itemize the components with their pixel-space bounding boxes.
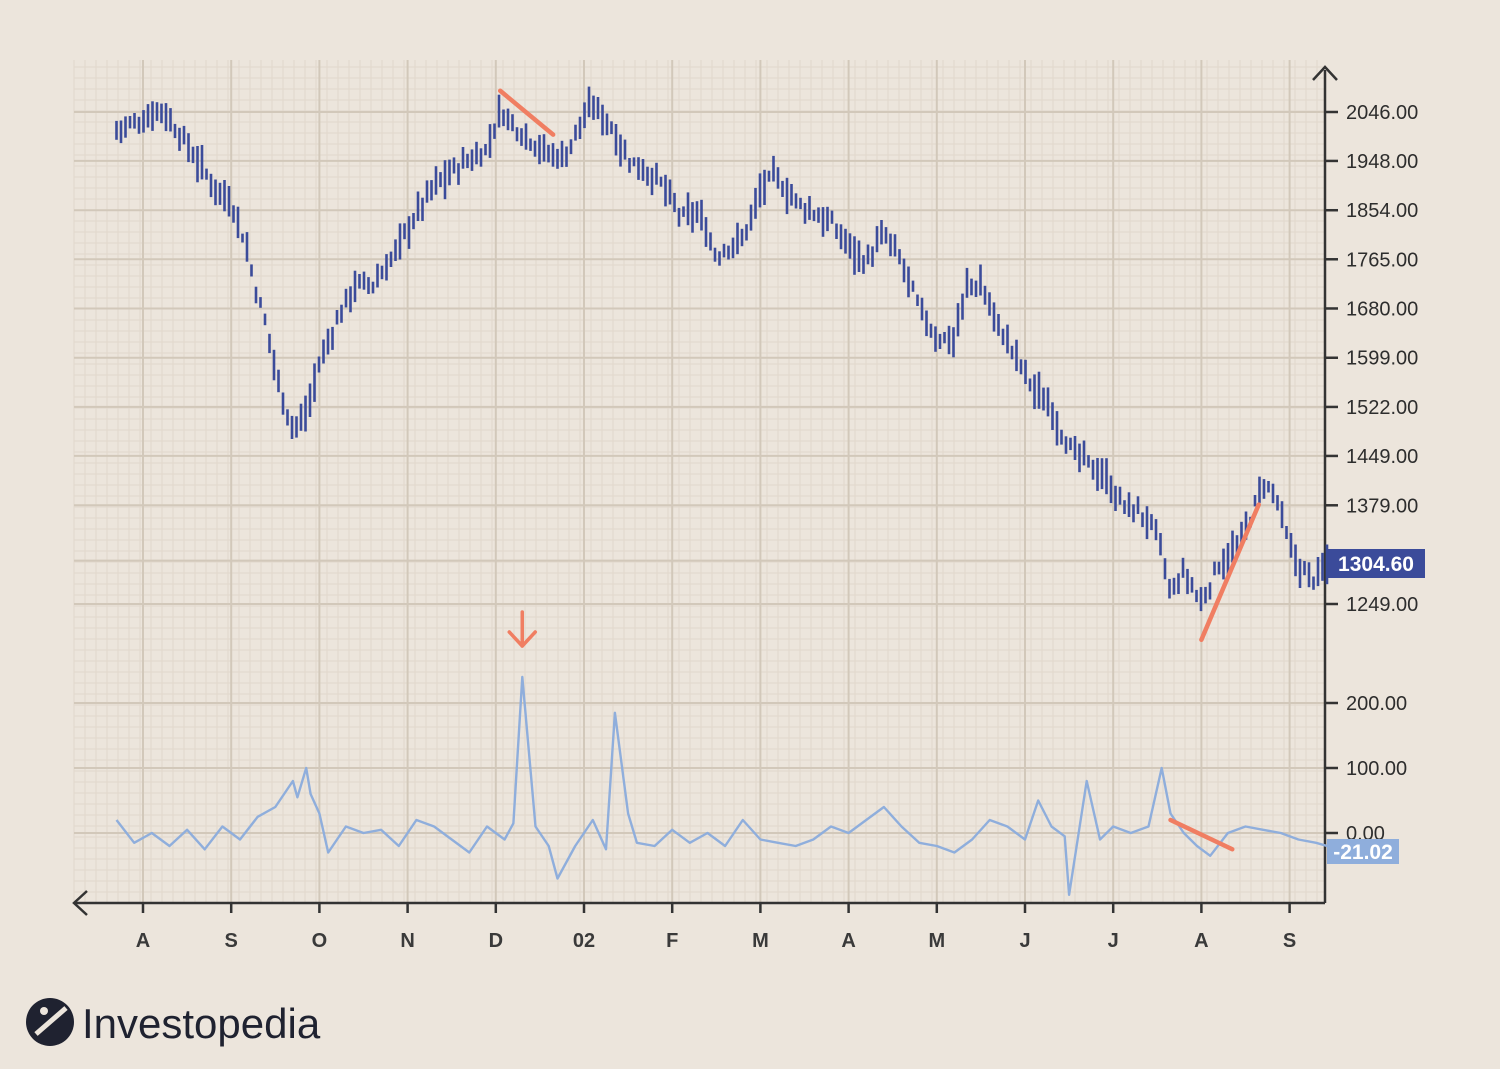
x-tick-label: D xyxy=(489,930,503,952)
oscillator-current-tag-label: -21.02 xyxy=(1333,841,1393,864)
x-tick-label: M xyxy=(928,930,945,952)
x-axis-arrow-icon xyxy=(72,890,88,916)
oscillator-current-tag: -21.02 xyxy=(1327,839,1399,864)
price-tick-label: 1379.00 xyxy=(1346,495,1418,517)
price-tick-label: 1765.00 xyxy=(1346,249,1418,271)
price-tick-label: 1599.00 xyxy=(1346,348,1418,370)
oscillator-trend-line xyxy=(1168,817,1235,852)
oscillator-tick-label: 200.00 xyxy=(1346,693,1407,715)
grid-minor xyxy=(73,60,1325,904)
oscillator-series-line xyxy=(115,675,1330,896)
x-tick-label: A xyxy=(136,930,150,952)
down-arrow-head xyxy=(507,630,538,648)
brand-logo-icon-slash xyxy=(34,1006,68,1036)
oscillator-tick-label: 100.00 xyxy=(1346,758,1407,780)
x-tick-label: 02 xyxy=(573,930,595,952)
price-tick-label: 1249.00 xyxy=(1346,594,1418,616)
price-tick-label: 1948.00 xyxy=(1346,151,1418,173)
down-arrow-icon xyxy=(507,610,538,648)
price-tick-label: 2046.00 xyxy=(1346,102,1418,124)
price-tick-label: 1449.00 xyxy=(1346,446,1418,468)
price-tick-label: 1680.00 xyxy=(1346,298,1418,320)
price-current-tag-box xyxy=(1327,549,1425,578)
axes xyxy=(72,65,1338,916)
price-current-tag-label: 1304.60 xyxy=(1338,553,1414,576)
x-tick-label: M xyxy=(752,930,769,952)
y-axis-arrow-icon xyxy=(1312,65,1338,81)
price-axis-ticks: 2046.00 1948.00 1854.00 1765.00 1680.00 1599.… xyxy=(1325,102,1418,616)
price-bars xyxy=(115,86,1329,612)
price-tick-label: 1522.00 xyxy=(1346,397,1418,419)
brand-name: Investopedia xyxy=(82,1000,321,1047)
x-tick-label: J xyxy=(1019,930,1030,952)
annotations xyxy=(497,88,1261,852)
oscillator-line xyxy=(115,675,1330,896)
x-tick-label: A xyxy=(1194,930,1208,952)
x-tick-label: S xyxy=(225,930,238,952)
x-tick-label: F xyxy=(666,930,678,952)
price-current-tag: 1304.60 xyxy=(1327,549,1425,578)
x-tick-label: J xyxy=(1108,930,1119,952)
x-tick-label: O xyxy=(312,930,328,952)
brand-logo: Investopedia xyxy=(26,998,321,1047)
x-tick-label: N xyxy=(400,930,414,952)
x-axis-ticks: A S O N D 02 F M A M J J A S xyxy=(136,903,1296,952)
price-trend-line xyxy=(1199,502,1261,643)
price-tick-label: 1854.00 xyxy=(1346,200,1418,222)
oscillator-current-tag-box xyxy=(1327,839,1399,864)
x-tick-label: S xyxy=(1283,930,1296,952)
price-trend-line xyxy=(497,88,556,137)
brand-logo-icon-dot xyxy=(40,1007,48,1015)
x-tick-label: A xyxy=(841,930,855,952)
